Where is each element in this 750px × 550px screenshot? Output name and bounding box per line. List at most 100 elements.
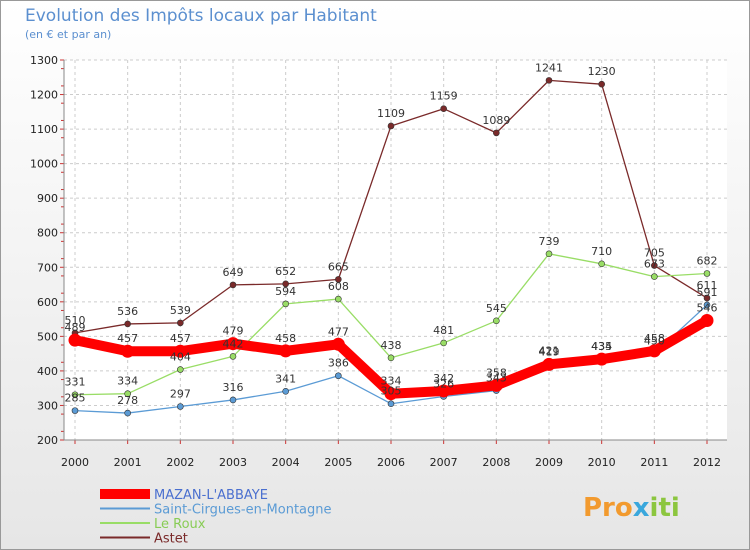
data-label: 278 — [117, 394, 138, 407]
data-point — [440, 105, 447, 113]
data-point — [437, 384, 451, 398]
data-label: 442 — [223, 337, 244, 350]
data-point — [124, 390, 131, 398]
data-label: 458 — [644, 332, 665, 345]
data-label: 334 — [381, 375, 402, 388]
y-tick-label: 1100 — [30, 123, 58, 136]
x-tick-label: 2011 — [640, 456, 668, 469]
data-point — [703, 301, 711, 309]
data-label: 285 — [65, 392, 86, 405]
data-point — [384, 387, 398, 401]
x-tick-label: 2001 — [114, 456, 142, 469]
logo-text: Proxiti — [583, 493, 680, 523]
data-point — [545, 250, 553, 258]
data-point — [282, 387, 289, 395]
data-point — [229, 281, 237, 289]
x-tick-label: 2007 — [430, 456, 458, 469]
data-label: 438 — [381, 339, 402, 352]
data-point — [493, 129, 500, 137]
data-point — [595, 352, 609, 366]
data-point — [71, 391, 79, 399]
legend-entry: Saint-Cirgues-en-Montagne — [154, 503, 332, 518]
x-tick-label: 2008 — [482, 456, 510, 469]
data-label: 342 — [433, 372, 454, 385]
legend-entry: MAZAN-L'ABBAYE — [154, 488, 268, 503]
data-label: 458 — [275, 332, 296, 345]
x-tick-label: 2004 — [272, 456, 300, 469]
x-tick-label: 2006 — [377, 456, 405, 469]
data-label: 419 — [539, 345, 560, 358]
data-point — [331, 337, 345, 351]
plot-area — [64, 60, 727, 440]
data-label: 343 — [486, 372, 507, 385]
data-point — [703, 294, 711, 302]
y-tick-label: 700 — [37, 261, 58, 274]
data-label: 682 — [697, 254, 718, 267]
legend: MAZAN-L'ABBAYESaint-Cirgues-en-MontagneL… — [100, 488, 332, 547]
data-label: 1159 — [430, 90, 458, 103]
x-tick-label: 2012 — [693, 456, 721, 469]
data-point — [700, 313, 714, 327]
data-label: 435 — [591, 340, 612, 353]
data-point — [121, 344, 135, 358]
x-tick-label: 2003 — [219, 456, 247, 469]
data-label: 386 — [328, 357, 349, 370]
legend-entry: Le Roux — [154, 517, 206, 532]
data-label: 1089 — [482, 114, 510, 127]
data-label: 739 — [539, 235, 560, 248]
data-label: 341 — [275, 372, 296, 385]
y-tick-label: 1300 — [30, 54, 58, 67]
data-point — [647, 344, 661, 358]
data-label: 316 — [223, 381, 244, 394]
data-point — [229, 353, 237, 360]
x-tick-label: 2002 — [166, 456, 194, 469]
axes: 200 300 400 500 600 700 800 900 1000 1100 1200 1300… — [30, 54, 727, 469]
data-label: 358 — [486, 366, 507, 379]
data-label: 539 — [170, 304, 191, 317]
data-labels: 489 457 457 479 458 477 334 342 358 419 434 458 546 2… — [65, 61, 718, 407]
data-label: 479 — [223, 325, 244, 338]
data-label: 710 — [591, 245, 612, 258]
y-tick-label: 500 — [37, 330, 58, 343]
data-label: 481 — [433, 324, 454, 337]
data-label: 536 — [117, 305, 138, 318]
data-label: 673 — [644, 258, 665, 271]
data-point — [493, 317, 500, 325]
grid — [64, 59, 727, 441]
data-point — [282, 300, 289, 308]
data-label: 591 — [697, 286, 718, 299]
legend-entry: Astet — [154, 532, 188, 547]
data-point — [703, 270, 711, 277]
data-point — [335, 295, 342, 303]
data-label: 421 — [539, 345, 560, 358]
data-point — [598, 80, 605, 88]
data-point — [335, 276, 342, 283]
data-label: 705 — [644, 247, 665, 260]
data-point — [387, 122, 395, 130]
data-label: 305 — [381, 385, 402, 398]
y-tick-label: 800 — [37, 227, 58, 240]
data-label: 297 — [170, 387, 191, 400]
y-tick-label: 600 — [37, 296, 58, 309]
data-label: 489 — [65, 321, 86, 334]
data-label: 1230 — [588, 65, 616, 78]
data-label: 1241 — [535, 61, 563, 74]
data-point — [489, 378, 503, 392]
data-label: 594 — [275, 285, 296, 298]
series — [68, 77, 714, 417]
data-point — [124, 409, 131, 417]
data-point — [651, 262, 658, 269]
data-point — [598, 260, 605, 268]
data-point — [387, 354, 395, 362]
x-tick-label: 2010 — [588, 456, 616, 469]
data-label: 434 — [591, 340, 612, 353]
data-point — [229, 396, 237, 404]
y-tick-label: 900 — [37, 192, 58, 205]
y-tick-label: 400 — [37, 365, 58, 378]
data-label: 477 — [328, 325, 349, 338]
data-label: 404 — [170, 351, 191, 364]
x-tick-label: 2000 — [61, 456, 89, 469]
data-label: 450 — [644, 335, 665, 348]
